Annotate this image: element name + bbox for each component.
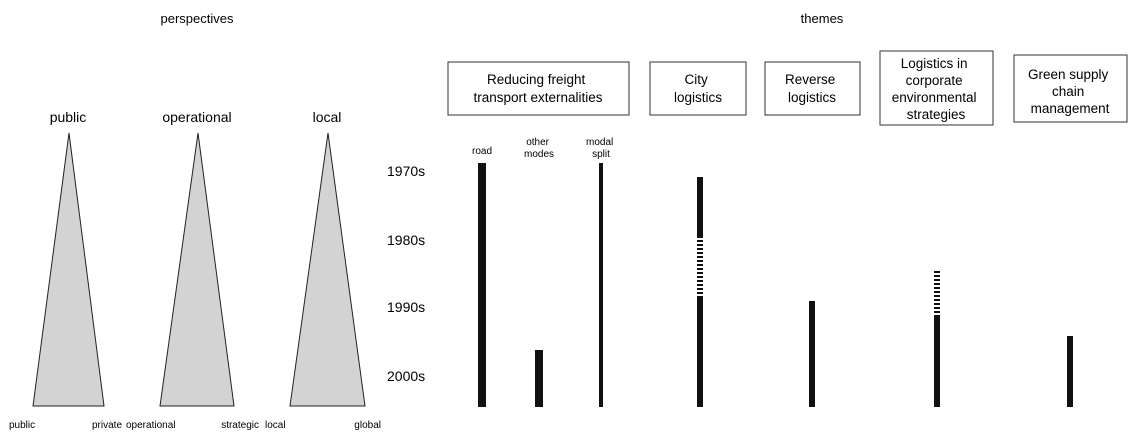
svg-text:City logistics: City logistics <box>674 72 722 105</box>
sub-column-label: split <box>592 149 610 160</box>
theme-label-line: Reverse <box>785 72 835 87</box>
timeline-bar-solid <box>697 297 703 407</box>
perspectives-header: perspectives <box>161 11 234 26</box>
theme-box-border <box>1013 54 1128 123</box>
theme-label-line: strategies <box>907 107 966 122</box>
timeline-bar-solid <box>697 177 703 236</box>
timeline-bar-solid <box>934 316 940 407</box>
perspective-triangle <box>289 132 366 407</box>
theme-label-line: transport externalities <box>473 90 602 105</box>
perspective-left-label: local <box>265 420 286 431</box>
sub-column-label: modes <box>524 149 554 160</box>
perspective-title: public <box>50 109 87 125</box>
theme-label-line: environmental <box>892 90 977 105</box>
timeline-bar-road <box>478 163 486 407</box>
perspective-operational: operational operational strategic <box>126 109 259 431</box>
svg-text:Green supply chain: Green supply chain management <box>1028 67 1112 116</box>
timeline-bar-reverse-logistics <box>809 301 815 407</box>
theme-label-line: Logistics in <box>901 56 968 71</box>
perspective-title: operational <box>162 109 231 125</box>
svg-text:modal split: modal split <box>586 137 616 160</box>
themes-header: themes <box>801 11 844 26</box>
timeline-bar-modal-split <box>599 163 603 407</box>
theme-label-line: management <box>1031 101 1110 116</box>
perspective-right-label: strategic <box>221 420 259 431</box>
theme-box: Green supply chain management <box>1013 54 1128 123</box>
svg-text:Reverse logistics: Reverse logistics <box>785 72 839 105</box>
perspective-triangle <box>159 132 235 407</box>
sub-column-label: road <box>472 146 492 157</box>
theme-label-line: Reducing freight <box>487 72 586 87</box>
perspective-triangle <box>32 132 105 407</box>
theme-label-line: Green supply <box>1028 67 1109 82</box>
timeline-bar-city-logistics <box>697 177 703 407</box>
perspective-right-label: global <box>354 420 381 431</box>
svg-text:Logistics in corporate: Logistics in corporate environmental str… <box>892 56 981 122</box>
perspective-public: public public private <box>9 109 122 431</box>
theme-label-line: corporate <box>906 73 963 88</box>
timeline-bar-other-modes <box>535 350 543 407</box>
perspective-left-label: operational <box>126 420 175 431</box>
perspective-right-label: private <box>92 420 122 431</box>
svg-text:Reducing freight transpo: Reducing freight transport externalities <box>473 72 602 105</box>
sub-column-label: modal <box>586 137 613 148</box>
theme-box-border <box>764 61 861 116</box>
timeline-bar-green-supply-chain <box>1067 336 1073 407</box>
decade-label: 1970s <box>387 163 425 179</box>
theme-label-line: chain <box>1052 84 1084 99</box>
theme-box: Reverse logistics <box>764 61 861 116</box>
theme-box-border <box>447 61 630 116</box>
decade-label: 2000s <box>387 368 425 384</box>
sub-column-label: other <box>526 137 549 148</box>
theme-box-border <box>649 61 747 116</box>
decade-label: 1980s <box>387 232 425 248</box>
timeline-bar-corporate-strategies <box>934 271 940 407</box>
theme-label-line: logistics <box>674 90 722 105</box>
theme-label-line: City <box>684 72 707 87</box>
svg-text:other modes: other modes <box>524 137 554 160</box>
theme-box: Logistics in corporate environmental str… <box>879 50 994 126</box>
perspective-local: local local global <box>265 109 381 431</box>
decade-label: 1990s <box>387 299 425 315</box>
perspective-title: local <box>313 109 342 125</box>
theme-box-border <box>879 50 994 126</box>
theme-box: City logistics <box>649 61 747 116</box>
theme-label-line: logistics <box>788 90 836 105</box>
perspective-left-label: public <box>9 420 35 431</box>
theme-box: Reducing freight transport externalities <box>447 61 630 116</box>
